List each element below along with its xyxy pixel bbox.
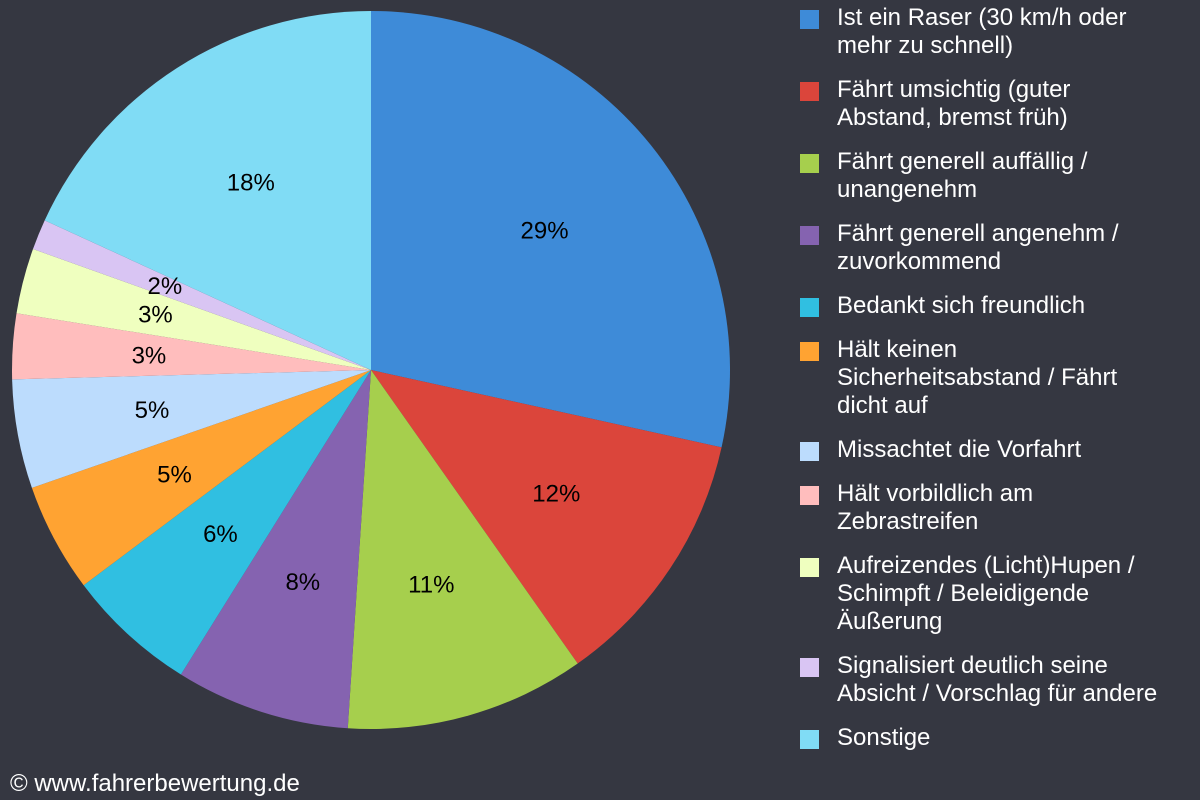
legend-label: Sonstige [837, 724, 931, 751]
legend-label: Aufreizendes (Licht)Hupen / Schimpft / B… [837, 552, 1135, 635]
legend-label: Missachtet die Vorfahrt [837, 436, 1082, 463]
slice-percent-label: 6% [203, 521, 238, 548]
legend-label: Signalisiert deutlich seine Absicht / Vo… [837, 652, 1158, 707]
legend-swatch-icon [800, 486, 819, 505]
slice-percent-label: 8% [285, 569, 320, 596]
pie-chart: 29%12%11%8%6%5%5%3%3%2%18% [12, 10, 730, 729]
pie-slice [12, 370, 372, 488]
legend-item: Ist ein Raser (30 km/h oder mehr zu schn… [800, 4, 1200, 60]
legend-item: Fährt generell auffällig / unangenehm [800, 148, 1200, 204]
slice-percent-label: 3% [132, 342, 167, 369]
legend-label: Ist ein Raser (30 km/h oder mehr zu schn… [837, 4, 1127, 59]
legend-item: Bedankt sich freundlich [800, 292, 1200, 320]
pie-slice [347, 370, 578, 729]
legend-item: Fährt generell angenehm / zuvorkommend [800, 220, 1200, 276]
legend-item: Fährt umsichtig (guter Abstand, bremst f… [800, 76, 1200, 132]
legend-item: Aufreizendes (Licht)Hupen / Schimpft / B… [800, 552, 1200, 636]
legend-label: Fährt generell angenehm / zuvorkommend [837, 220, 1119, 275]
slice-percent-label: 3% [138, 302, 173, 329]
legend-swatch-icon [800, 658, 819, 677]
pie-slice [16, 249, 371, 370]
slice-percent-label: 5% [135, 397, 170, 424]
legend-swatch-icon [800, 154, 819, 173]
legend-swatch-icon [800, 442, 819, 461]
copyright-credit: © www.fahrerbewertung.de [10, 770, 300, 797]
legend-label: Bedankt sich freundlich [837, 292, 1086, 319]
legend-item: Hält vorbildlich am Zebrastreifen [800, 480, 1200, 536]
chart-legend: Ist ein Raser (30 km/h oder mehr zu schn… [800, 4, 1200, 768]
legend-swatch-icon [800, 558, 819, 577]
pie-slice [33, 220, 371, 370]
legend-swatch-icon [800, 82, 819, 101]
legend-label: Hält keinen Sicherheitsabstand / Fährt d… [837, 336, 1118, 419]
legend-swatch-icon [800, 298, 819, 317]
pie-slice [31, 370, 372, 586]
legend-item: Signalisiert deutlich seine Absicht / Vo… [800, 652, 1200, 708]
slice-percent-label: 5% [157, 461, 192, 488]
legend-item: Sonstige [800, 724, 1200, 752]
pie-slice [371, 11, 730, 448]
legend-label: Fährt umsichtig (guter Abstand, bremst f… [837, 76, 1071, 131]
slice-percent-label: 29% [521, 218, 569, 245]
pie-slice [371, 370, 722, 664]
legend-swatch-icon [800, 10, 819, 29]
pie-slice [83, 370, 371, 675]
pie-slice [12, 313, 372, 380]
pie-slice [180, 370, 371, 729]
legend-label: Fährt generell auffällig / unangenehm [837, 148, 1088, 203]
legend-item: Missachtet die Vorfahrt [800, 436, 1200, 464]
legend-label: Hält vorbildlich am Zebrastreifen [837, 480, 1034, 535]
legend-item: Hält keinen Sicherheitsabstand / Fährt d… [800, 336, 1200, 420]
slice-percent-label: 18% [227, 170, 275, 197]
slice-percent-label: 11% [408, 571, 454, 598]
legend-swatch-icon [800, 730, 819, 749]
pie-slice [44, 10, 372, 370]
legend-swatch-icon [800, 342, 819, 361]
legend-swatch-icon [800, 226, 819, 245]
slice-percent-label: 12% [532, 480, 580, 507]
slice-percent-label: 2% [148, 273, 183, 300]
